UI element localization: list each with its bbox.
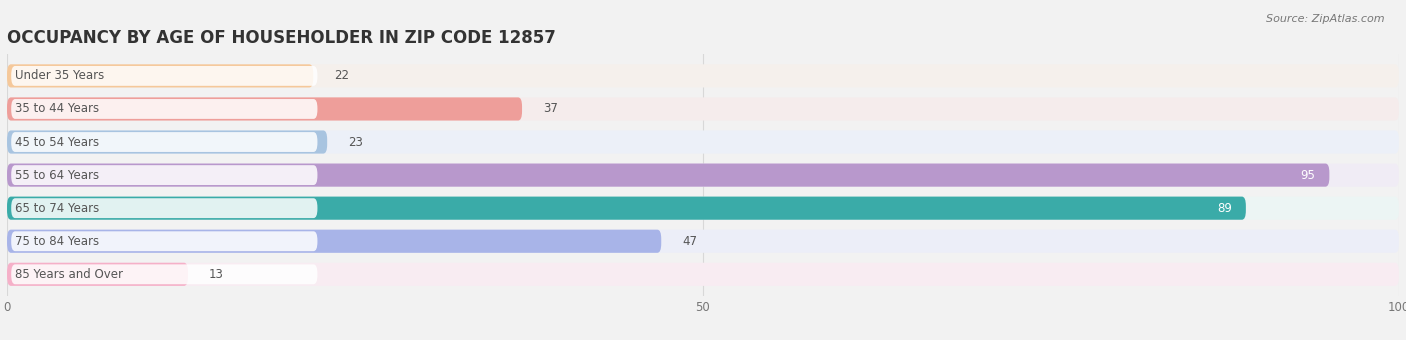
FancyBboxPatch shape <box>7 131 1399 154</box>
Text: Source: ZipAtlas.com: Source: ZipAtlas.com <box>1267 14 1385 23</box>
FancyBboxPatch shape <box>7 263 188 286</box>
Text: 75 to 84 Years: 75 to 84 Years <box>15 235 100 248</box>
Text: 35 to 44 Years: 35 to 44 Years <box>15 102 100 116</box>
FancyBboxPatch shape <box>11 231 318 251</box>
FancyBboxPatch shape <box>11 198 318 218</box>
Text: 55 to 64 Years: 55 to 64 Years <box>15 169 100 182</box>
FancyBboxPatch shape <box>7 64 314 87</box>
Text: 37: 37 <box>543 102 558 116</box>
Text: 45 to 54 Years: 45 to 54 Years <box>15 136 100 149</box>
Text: 23: 23 <box>349 136 363 149</box>
Text: 85 Years and Over: 85 Years and Over <box>15 268 124 281</box>
Text: 22: 22 <box>335 69 349 82</box>
FancyBboxPatch shape <box>7 197 1399 220</box>
FancyBboxPatch shape <box>7 164 1330 187</box>
FancyBboxPatch shape <box>7 230 661 253</box>
Text: Under 35 Years: Under 35 Years <box>15 69 104 82</box>
FancyBboxPatch shape <box>7 97 1399 121</box>
FancyBboxPatch shape <box>11 132 318 152</box>
FancyBboxPatch shape <box>7 263 1399 286</box>
FancyBboxPatch shape <box>11 99 318 119</box>
FancyBboxPatch shape <box>7 197 1246 220</box>
FancyBboxPatch shape <box>7 97 522 121</box>
FancyBboxPatch shape <box>11 165 318 185</box>
Text: 47: 47 <box>682 235 697 248</box>
Text: 13: 13 <box>209 268 224 281</box>
FancyBboxPatch shape <box>11 265 318 284</box>
FancyBboxPatch shape <box>11 66 318 86</box>
FancyBboxPatch shape <box>7 164 1399 187</box>
FancyBboxPatch shape <box>7 230 1399 253</box>
FancyBboxPatch shape <box>7 64 1399 87</box>
Text: OCCUPANCY BY AGE OF HOUSEHOLDER IN ZIP CODE 12857: OCCUPANCY BY AGE OF HOUSEHOLDER IN ZIP C… <box>7 29 555 47</box>
Text: 89: 89 <box>1218 202 1232 215</box>
Text: 65 to 74 Years: 65 to 74 Years <box>15 202 100 215</box>
FancyBboxPatch shape <box>7 131 328 154</box>
Text: 95: 95 <box>1301 169 1316 182</box>
